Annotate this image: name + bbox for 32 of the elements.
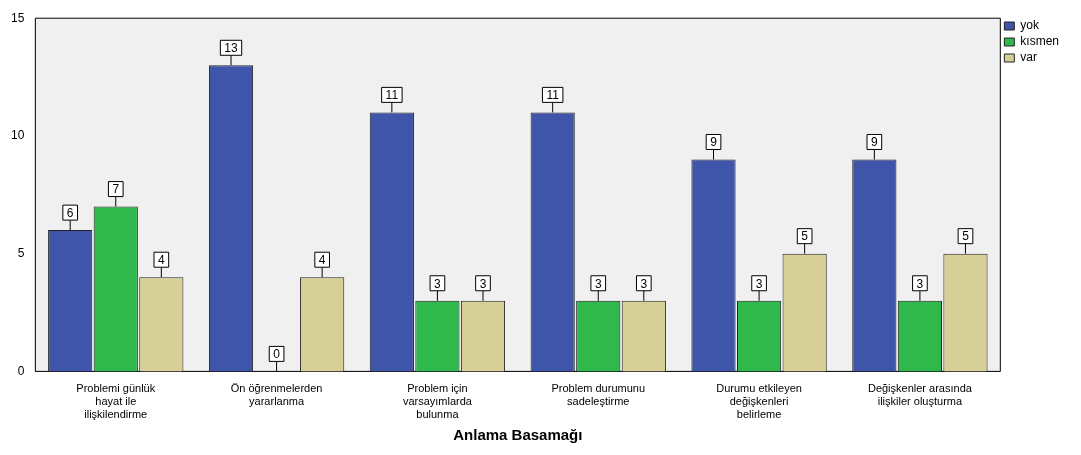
data-label: 7 [112, 182, 120, 197]
data-label: 13 [224, 41, 239, 56]
y-tick-label: 10 [10, 128, 25, 143]
data-label: 9 [871, 135, 878, 150]
data-label: 3 [479, 276, 487, 291]
legend-label: kısmen [1020, 34, 1060, 49]
data-label: 11 [546, 88, 560, 103]
x-tick-label: Değişkenler arasında ilişkiler oluşturma [867, 382, 973, 408]
data-label: 9 [710, 135, 718, 150]
data-label: 3 [916, 276, 924, 291]
data-label: 6 [66, 205, 74, 220]
legend-label: var [1020, 50, 1037, 65]
data-label: 5 [801, 229, 809, 244]
y-tick-label: 5 [17, 245, 25, 260]
x-tick-label: Durumu etkileyen değişkenleri belirleme [716, 382, 802, 421]
y-tick-label: 0 [17, 363, 25, 378]
data-label: 3 [755, 276, 763, 291]
data-label: 5 [962, 229, 970, 244]
x-tick-label: Ön öğrenmelerden yararlanma [230, 382, 323, 408]
x-tick-label: Problem durumunu sadeleştirme [551, 382, 646, 408]
y-tick-label: 15 [10, 10, 25, 25]
data-label: 3 [434, 276, 442, 291]
x-tick-label: Problem için varsayımlarda bulunma [402, 382, 473, 421]
data-label: 11 [385, 88, 399, 103]
x-tick-label: Problemi günlük hayat ile ilişkilendirme [76, 382, 156, 421]
data-label: 3 [594, 276, 602, 291]
legend-label: yok [1020, 18, 1040, 33]
data-label: 3 [640, 276, 648, 291]
data-label: 4 [318, 253, 326, 268]
data-label: 4 [157, 253, 165, 268]
data-label: 0 [273, 347, 281, 362]
x-axis-title: Anlama Basamağı [453, 426, 583, 444]
